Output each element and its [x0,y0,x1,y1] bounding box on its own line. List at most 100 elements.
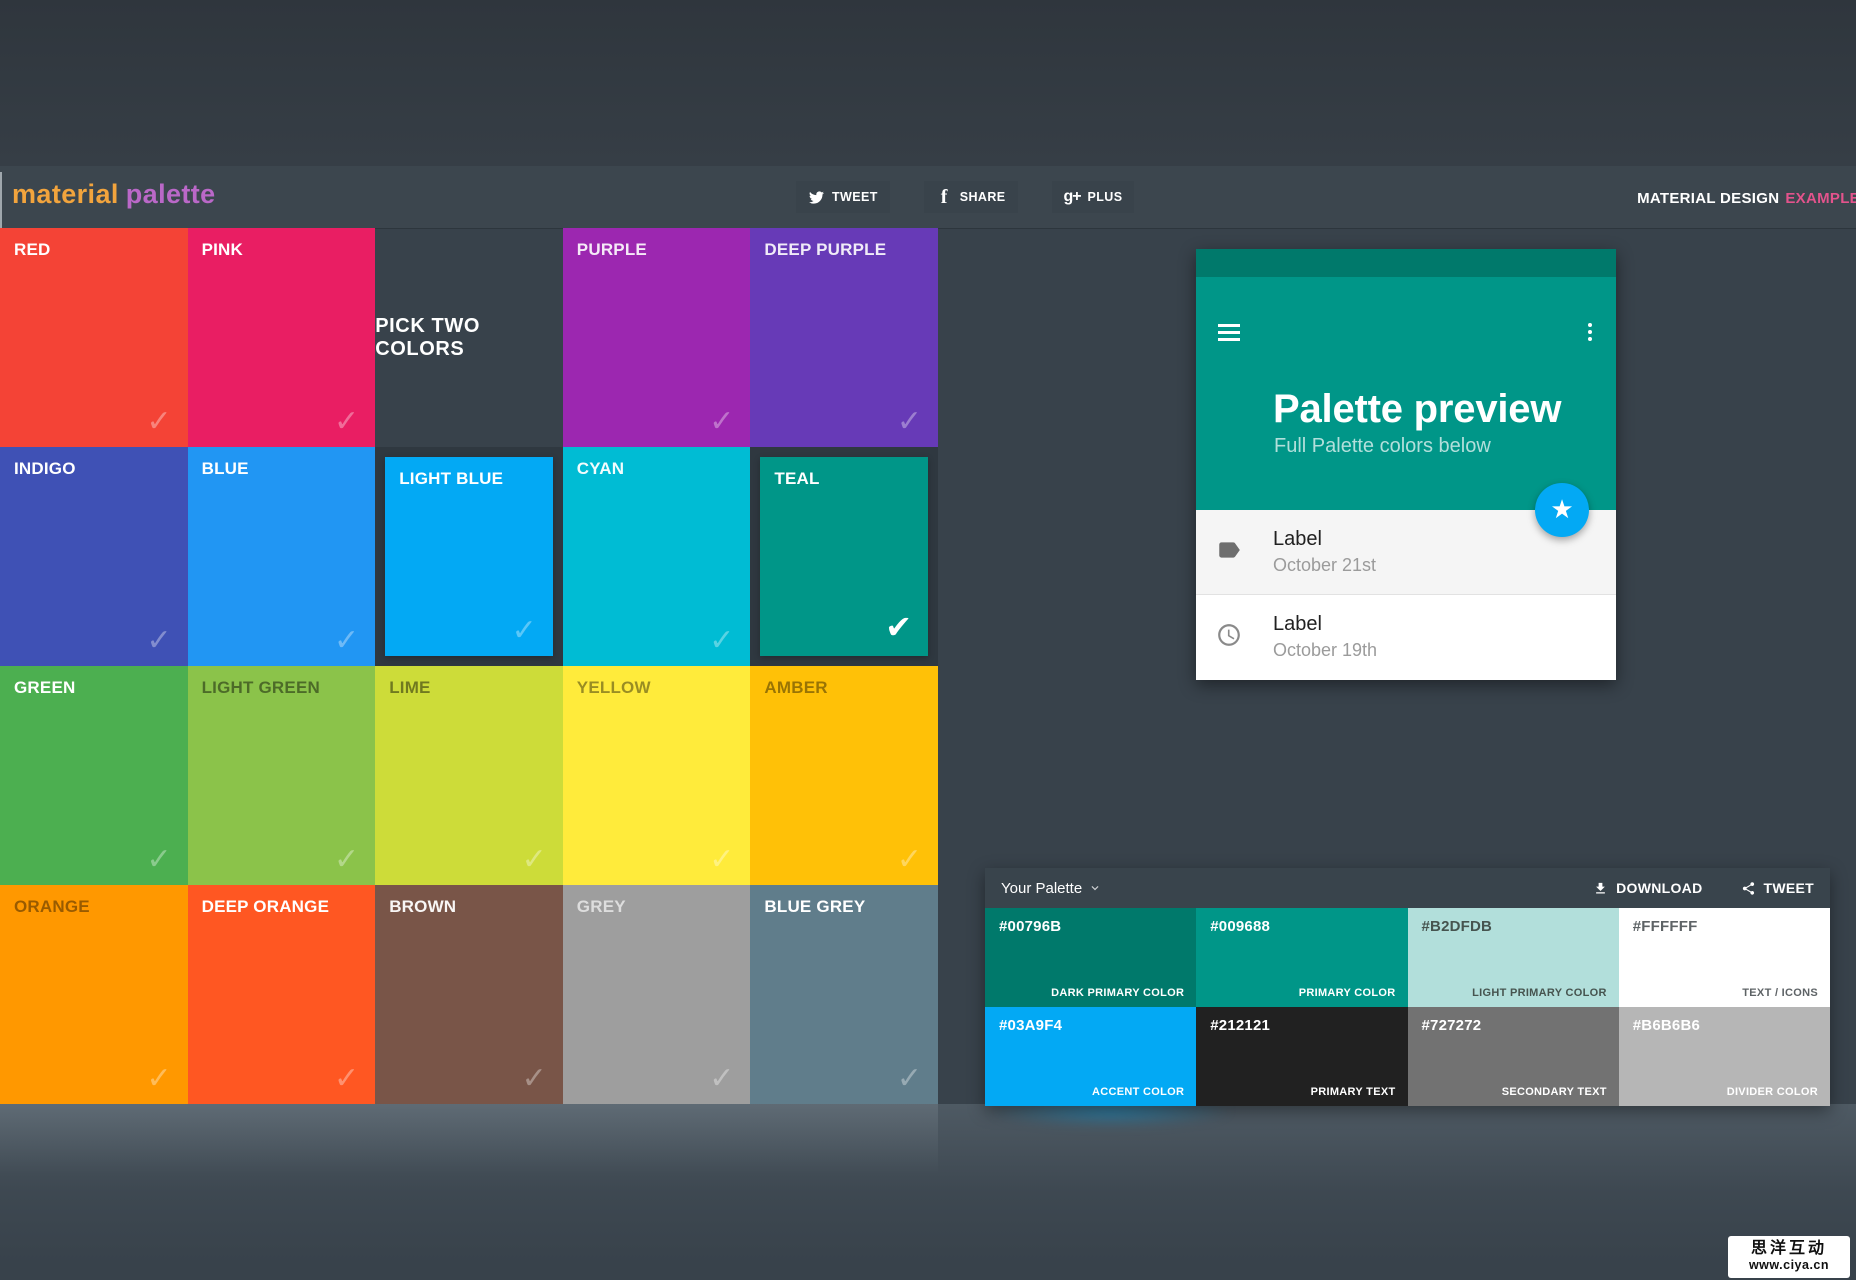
plus-button[interactable]: g+ PLUS [1051,181,1135,213]
color-tile-teal[interactable]: TEAL ✔ [760,457,928,656]
bottom-haze [0,1104,1856,1264]
preview-subtitle: Full Palette colors below [1274,435,1491,457]
check-icon: ✓ [521,1062,547,1095]
color-tile-deep-purple[interactable]: DEEP PURPLE ✓ [750,228,938,447]
chevron-down-icon [1091,886,1099,891]
grid-cell: DEEP PURPLE ✓ [750,228,938,447]
check-icon: ✓ [334,843,360,876]
download-button[interactable]: DOWNLOAD [1593,880,1702,896]
check-icon: ✓ [334,624,360,657]
list-item-date: October 21st [1273,555,1377,575]
color-tile-grey[interactable]: GREY ✓ [562,885,751,1104]
palette-swatch-secondary-text: #727272 SECONDARY TEXT [1407,1007,1619,1106]
examples-text: EXAMPLE [1785,190,1856,207]
left-edge-tick [0,172,2,228]
swatch-hex: #00796B [999,918,1062,935]
color-tile-yellow[interactable]: YELLOW ✓ [562,666,751,885]
swatch-hex: #212121 [1210,1017,1271,1034]
preview-statusbar [1196,249,1616,277]
star-icon: ★ [1550,493,1574,524]
tile-label: DEEP ORANGE [201,897,330,916]
button-label: TWEET [832,190,878,204]
tile-label: BLUE GREY [764,897,866,916]
color-tile-orange[interactable]: ORANGE ✓ [0,885,188,1104]
check-icon: ✓ [146,624,172,657]
color-tile-brown[interactable]: BROWN ✓ [375,885,563,1104]
button-label: SHARE [959,190,1006,204]
watermark-line1: 思洋互动 [1750,1240,1827,1257]
color-tile-red[interactable]: RED ✓ [0,228,188,447]
tweet-button[interactable]: TWEET [796,181,890,213]
color-tile-blue[interactable]: BLUE ✓ [187,447,376,666]
color-tile-deep-orange[interactable]: DEEP ORANGE ✓ [187,885,376,1104]
list-item-date: October 19th [1273,640,1378,660]
check-icon: ✓ [896,405,922,438]
download-label: DOWNLOAD [1616,880,1703,896]
preview-list-item[interactable]: Label October 19th [1196,595,1616,680]
color-tile-blue-grey[interactable]: BLUE GREY ✓ [750,885,938,1104]
list-item-title: Label [1273,613,1322,635]
palette-preview-card: Palette preview Full Palette colors belo… [1196,249,1616,680]
check-icon: ✓ [146,1062,172,1095]
check-icon: ✓ [709,405,735,438]
swatch-role: SECONDARY TEXT [1501,1086,1607,1098]
grid-cell: YELLOW ✓ [562,666,751,885]
grid-cell: PINK ✓ [187,228,376,447]
check-icon: ✓ [334,1062,360,1095]
color-tile-amber[interactable]: AMBER ✓ [750,666,938,885]
grid-cell: BROWN ✓ [375,885,563,1104]
tile-label: INDIGO [14,459,76,478]
top-band [0,0,1856,166]
material-design-examples-link[interactable]: MATERIAL DESIGN EXAMPLE [1637,190,1856,207]
color-tile-purple[interactable]: PURPLE ✓ [562,228,751,447]
your-palette-dropdown[interactable]: Your Palette [1001,880,1102,897]
palette-swatch-primary-text: #212121 PRIMARY TEXT [1196,1007,1408,1106]
check-icon: ✔ [885,609,912,645]
color-tile-light-blue[interactable]: LIGHT BLUE ✓ [385,457,553,656]
preview-title: Palette preview [1273,387,1562,431]
logo-material: material [12,179,119,209]
check-icon: ✓ [146,843,172,876]
swatch-role: ACCENT COLOR [1092,1086,1185,1098]
fab-button[interactable]: ★ [1535,483,1589,537]
grid-cell: LIME ✓ [375,666,563,885]
palette-swatch-dark-primary-color: #00796B DARK PRIMARY COLOR [985,908,1197,1007]
color-tile-light-green[interactable]: LIGHT GREEN ✓ [187,666,376,885]
tile-label: RED [14,240,51,259]
material-design-text: MATERIAL DESIGN [1637,190,1780,207]
palette-swatch-accent-color: #03A9F4 ACCENT COLOR [985,1007,1197,1106]
color-tile-lime[interactable]: LIME ✓ [375,666,563,885]
grid-cell: RED ✓ [0,228,188,447]
tile-label: DEEP PURPLE [764,240,887,259]
swatch-role: DIVIDER COLOR [1726,1086,1818,1098]
palette-swatch-primary-color: #009688 PRIMARY COLOR [1196,908,1408,1007]
color-tile-pink[interactable]: PINK ✓ [187,228,376,447]
share-icon [1741,881,1756,896]
check-icon: ✓ [709,624,735,657]
share-button[interactable]: f SHARE [923,181,1018,213]
app-logo[interactable]: material palette [12,179,216,210]
swatch-hex: #009688 [1210,918,1271,935]
check-icon: ✓ [896,843,922,876]
check-icon: ✓ [511,614,537,647]
grid-cell: DEEP ORANGE ✓ [187,885,376,1104]
grid-cell: BLUE GREY ✓ [750,885,938,1104]
tile-label: LIME [389,678,431,697]
tile-label: PURPLE [576,240,647,259]
grid-cell: GREY ✓ [562,885,751,1104]
tweet-palette-button[interactable]: TWEET [1741,880,1815,896]
color-tile-cyan[interactable]: CYAN ✓ [562,447,751,666]
facebook-icon: f [940,186,948,208]
tile-label: PINK [201,240,244,259]
watermark: 思洋互动 www.ciya.cn [1728,1236,1850,1278]
logo-palette: palette [125,179,216,209]
watermark-line2: www.ciya.cn [1748,1258,1830,1272]
kebab-menu-icon[interactable] [1586,321,1594,343]
color-tile-green[interactable]: GREEN ✓ [0,666,188,885]
grid-cell: INDIGO ✓ [0,447,188,666]
tile-label: GREEN [14,678,76,697]
color-tile-indigo[interactable]: INDIGO ✓ [0,447,188,666]
your-palette-panel: Your Palette DOWNLOAD TWEET #00796B DARK … [985,868,1830,1106]
grid-cell: ORANGE ✓ [0,885,188,1104]
hamburger-icon[interactable] [1218,324,1240,341]
